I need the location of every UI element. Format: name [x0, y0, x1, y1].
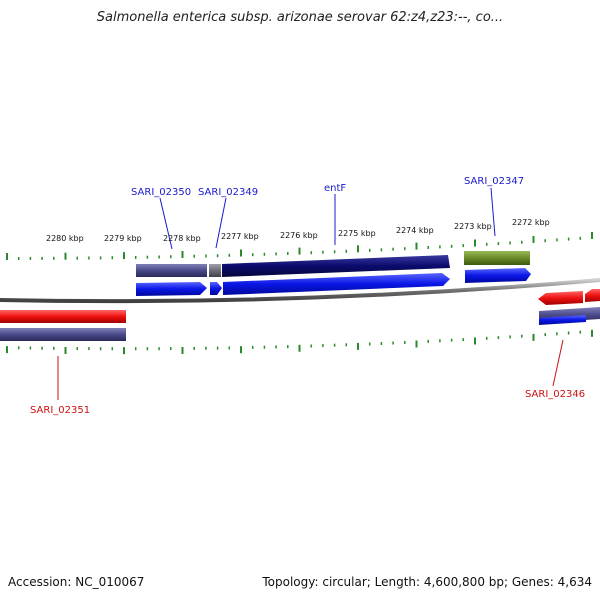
- cds-slate-feature: [136, 264, 207, 277]
- gene-label-sari-02347: SARI_02347: [464, 176, 524, 187]
- tick-label-2274: 2274 kbp: [396, 226, 434, 235]
- gene-sari-02349-arrow: [210, 282, 222, 295]
- tick-label-2277: 2277 kbp: [221, 232, 259, 241]
- gene-sari-02350-arrow: [136, 282, 207, 296]
- gene-label-sari-02351: SARI_02351: [30, 405, 90, 416]
- gene-sari-02351-arrow: [0, 310, 126, 323]
- gene-label-entf: entF: [324, 183, 346, 194]
- cds-blue-reverse-feature: [539, 315, 586, 325]
- leader-sari-02347: [490, 187, 496, 237]
- scale-ticks-upper: [6, 232, 593, 260]
- gene-label-sari-02349: SARI_02349: [198, 187, 258, 198]
- tick-label-2272: 2272 kbp: [512, 218, 550, 227]
- gene-sari-02347-arrow: [465, 268, 531, 283]
- scale-ticks-lower: [6, 329, 593, 355]
- cds-gray-feature: [209, 264, 221, 277]
- tick-label-2278: 2278 kbp: [163, 234, 201, 243]
- tick-label-2276: 2276 kbp: [280, 231, 318, 240]
- gene-sari-02346-arrow: [538, 291, 583, 305]
- cds-dark-feature: [222, 255, 450, 277]
- cds-olive-feature: [464, 251, 530, 265]
- leader-sari-02346: [552, 339, 564, 387]
- gene-next-reverse-arrow: [585, 289, 600, 302]
- gene-entf-arrow: [223, 273, 450, 295]
- accession-text: Accession: NC_010067: [8, 575, 145, 589]
- tick-label-2275: 2275 kbp: [338, 229, 376, 238]
- topology-text: Topology: circular; Length: 4,600,800 bp…: [262, 575, 592, 589]
- map-title: Salmonella enterica subsp. arizonae sero…: [96, 10, 504, 25]
- genome-backbone: [0, 278, 600, 304]
- tick-label-2280: 2280 kbp: [46, 234, 84, 243]
- leader-sari-02350: [159, 197, 173, 250]
- gene-label-sari-02350: SARI_02350: [131, 187, 191, 198]
- tick-label-2279: 2279 kbp: [104, 234, 142, 243]
- cds-slate-reverse-feature: [0, 328, 126, 341]
- leader-sari-02349: [215, 197, 227, 249]
- gene-label-sari-02346: SARI_02346: [525, 389, 585, 400]
- tick-label-2273: 2273 kbp: [454, 222, 492, 231]
